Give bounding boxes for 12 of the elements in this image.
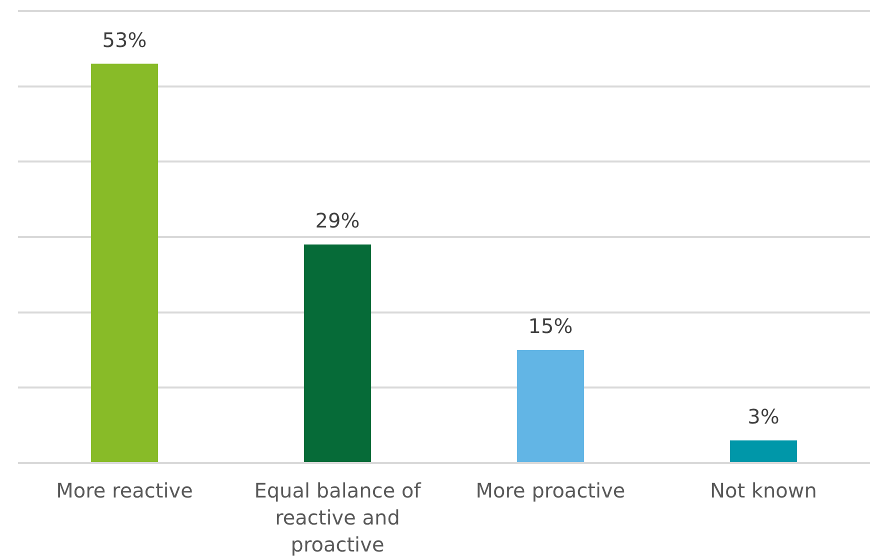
bar bbox=[516, 350, 584, 462]
bar bbox=[304, 244, 372, 462]
data-label: 53% bbox=[102, 28, 147, 52]
x-tick-label: Equal balance of reactive and proactive bbox=[254, 478, 422, 557]
x-tick-label: More proactive bbox=[476, 478, 626, 503]
data-label: 29% bbox=[315, 208, 360, 233]
bar bbox=[90, 64, 158, 462]
x-tick-label: Not known bbox=[710, 478, 817, 503]
x-tick-label: More reactive bbox=[56, 478, 193, 503]
bar bbox=[730, 440, 798, 462]
data-label: 15% bbox=[528, 314, 573, 338]
data-label: 3% bbox=[748, 404, 780, 429]
